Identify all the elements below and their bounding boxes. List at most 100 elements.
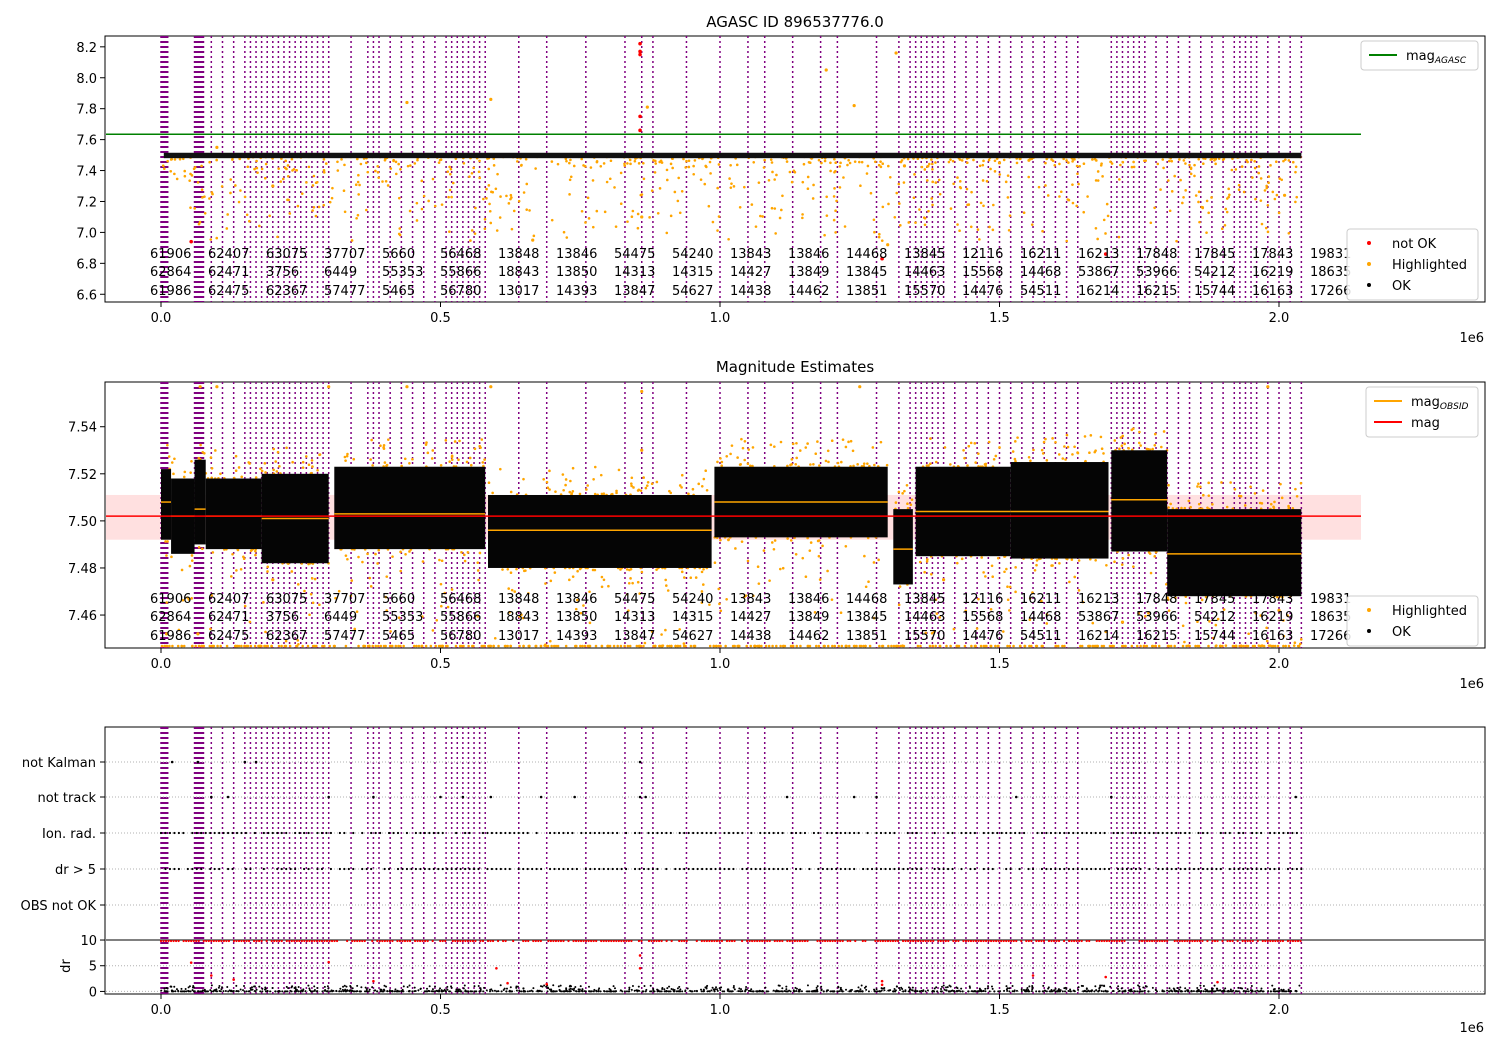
dr-capped-point (572, 939, 575, 943)
highlighted-point (568, 193, 571, 196)
highlighted-point (208, 197, 211, 200)
highlighted-point (935, 612, 939, 615)
dr-capped-point (288, 939, 291, 943)
dr-point (719, 989, 722, 992)
highlighted-point (666, 589, 670, 592)
highlighted-point (1189, 172, 1193, 176)
dr-point (699, 988, 702, 991)
dr-point (1173, 989, 1176, 992)
highlighted-point (166, 540, 169, 543)
dr-point (228, 989, 231, 992)
dr-capped-point (1181, 939, 1184, 943)
highlighted-point (316, 468, 319, 472)
flag-point (839, 831, 842, 835)
highlighted-point (469, 463, 473, 467)
highlighted-point (758, 644, 761, 648)
highlighted-point (1166, 598, 1170, 601)
highlighted-point (1253, 492, 1257, 495)
flag-point (598, 831, 601, 835)
dr-point (1056, 990, 1059, 993)
flag-point (173, 831, 176, 835)
obsid-label: 62471 (208, 610, 249, 625)
dr-capped-point (333, 939, 336, 943)
highlighted-point (197, 546, 201, 549)
highlighted-point (823, 159, 827, 163)
highlighted-point (324, 162, 328, 165)
dr-point (213, 989, 216, 992)
dr-point (1139, 988, 1142, 991)
dr-point (1220, 990, 1223, 993)
dr-point (785, 985, 788, 988)
highlighted-point (806, 644, 810, 648)
flag-point (325, 831, 328, 835)
flag-point (320, 831, 324, 835)
highlighted-point (654, 162, 658, 165)
dr-point (980, 990, 983, 993)
highlighted-point (790, 180, 794, 184)
highlighted-point (1174, 596, 1177, 599)
highlighted-point (307, 463, 311, 467)
dr-point (258, 985, 261, 988)
flag-point (946, 831, 950, 835)
flag-point (763, 867, 766, 871)
dr-point (259, 990, 262, 993)
highlighted-point (518, 615, 521, 618)
highlighted-point (291, 169, 294, 172)
highlighted-point (595, 159, 599, 163)
highlighted-point (887, 202, 890, 206)
highlighted-point (415, 644, 418, 648)
dr-point (489, 990, 492, 993)
flag-point (1022, 831, 1026, 835)
dr-capped-point (220, 939, 223, 943)
highlighted-point (1218, 644, 1222, 648)
dr-point (440, 989, 443, 992)
dr-point (1042, 990, 1045, 993)
dr-capped-point (1264, 939, 1267, 943)
highlighted-point (829, 161, 832, 165)
highlighted-point (747, 448, 751, 451)
highlighted-point (1006, 598, 1010, 602)
highlighted-point (844, 544, 848, 548)
dr-point (1168, 990, 1171, 993)
highlighted-point (735, 163, 739, 167)
highlighted-point (458, 439, 461, 443)
highlighted-point (1075, 204, 1078, 208)
dr-point (554, 990, 557, 993)
highlighted-point (665, 178, 669, 182)
flag-point (745, 867, 748, 871)
highlighted-point (506, 567, 510, 571)
highlighted-point (1023, 644, 1026, 648)
highlighted-point (1283, 158, 1287, 161)
dr-point (1231, 990, 1234, 993)
flag-point (1027, 867, 1030, 871)
highlighted-point (615, 489, 618, 493)
dr-point (1166, 989, 1169, 992)
dr-point (968, 985, 971, 988)
highlighted-point (958, 185, 962, 189)
obsid-label: 56468 (440, 592, 481, 607)
dr-point (193, 990, 196, 993)
obsid-label: 54212 (1194, 610, 1235, 625)
dr-capped-point (235, 939, 238, 943)
highlighted-point (1087, 644, 1090, 648)
highlighted-point (633, 159, 637, 163)
highlighted-point (786, 464, 789, 468)
obsid-label: 13846 (556, 247, 597, 262)
dr-capped-point (713, 939, 716, 943)
highlighted-point (1259, 199, 1263, 202)
highlighted-point (355, 216, 358, 220)
dr-capped-point (718, 939, 721, 943)
dr-point (428, 985, 431, 988)
highlighted-point (885, 463, 889, 467)
highlighted-point (1269, 164, 1272, 167)
highlighted-point (300, 192, 304, 195)
highlighted-point (684, 166, 687, 169)
dr-point (924, 990, 927, 993)
highlighted-point (1147, 611, 1150, 615)
highlighted-point (448, 188, 452, 192)
flag-point (942, 867, 945, 871)
legend-label: OK (1392, 279, 1411, 294)
dr-capped-point (1299, 939, 1302, 943)
flag-point (243, 760, 247, 764)
